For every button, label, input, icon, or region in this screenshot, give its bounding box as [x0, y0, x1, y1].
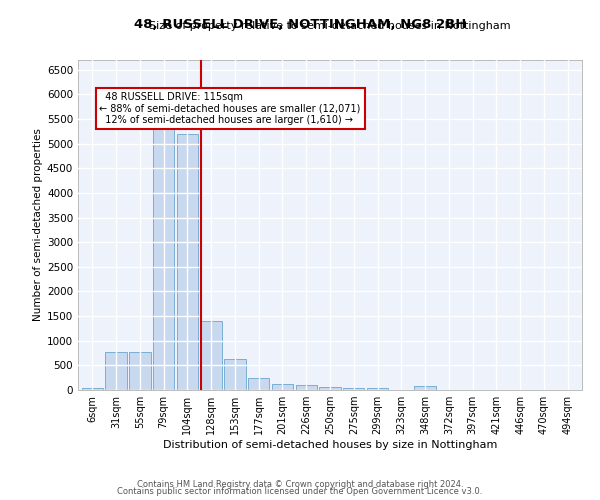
X-axis label: Distribution of semi-detached houses by size in Nottingham: Distribution of semi-detached houses by …	[163, 440, 497, 450]
Bar	[343, 388, 364, 390]
Text: Contains public sector information licensed under the Open Government Licence v3: Contains public sector information licen…	[118, 488, 482, 496]
Bar	[106, 352, 127, 390]
Text: 48 RUSSELL DRIVE: 115sqm
← 88% of semi-detached houses are smaller (12,071)
  12: 48 RUSSELL DRIVE: 115sqm ← 88% of semi-d…	[100, 92, 361, 125]
Bar	[296, 386, 317, 390]
Bar	[200, 321, 222, 390]
Y-axis label: Number of semi-detached properties: Number of semi-detached properties	[33, 128, 43, 322]
Text: Contains HM Land Registry data © Crown copyright and database right 2024.: Contains HM Land Registry data © Crown c…	[137, 480, 463, 489]
Bar	[82, 388, 103, 390]
Bar	[129, 352, 151, 390]
Bar	[248, 378, 269, 390]
Bar	[367, 388, 388, 390]
Bar	[415, 386, 436, 390]
Text: 48, RUSSELL DRIVE, NOTTINGHAM, NG8 2BH: 48, RUSSELL DRIVE, NOTTINGHAM, NG8 2BH	[134, 18, 466, 30]
Bar	[176, 134, 198, 390]
Bar	[224, 360, 245, 390]
Title: Size of property relative to semi-detached houses in Nottingham: Size of property relative to semi-detach…	[149, 22, 511, 32]
Bar	[319, 386, 341, 390]
Bar	[153, 129, 174, 390]
Bar	[272, 384, 293, 390]
